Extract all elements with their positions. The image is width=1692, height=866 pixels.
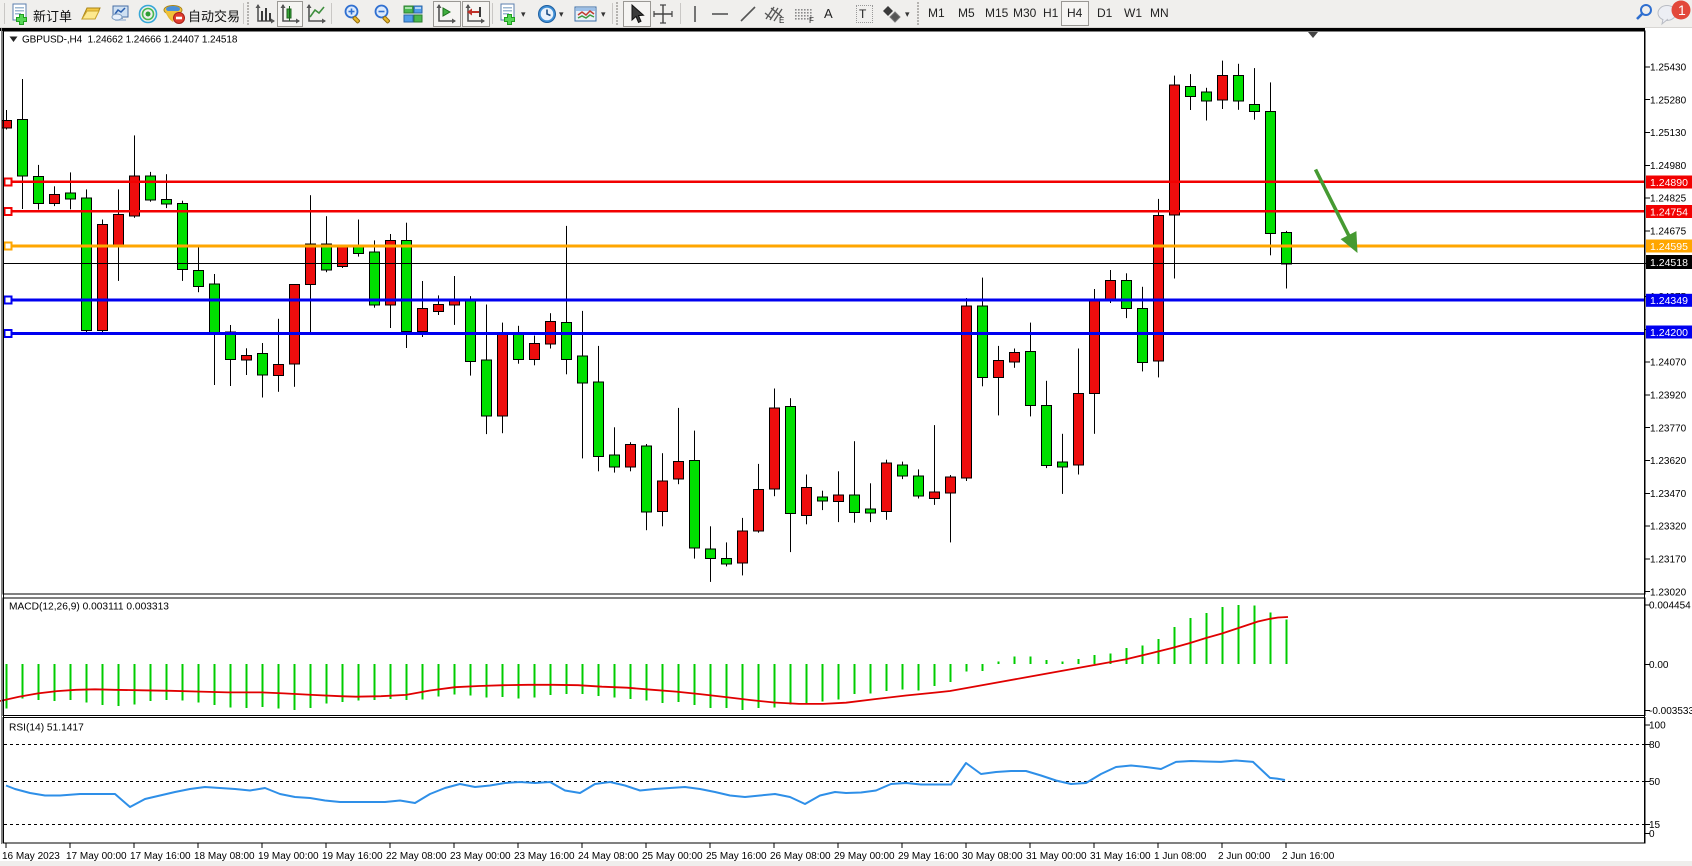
svg-text:1.24754: 1.24754 xyxy=(1650,206,1688,218)
svg-text:0.00: 0.00 xyxy=(1649,660,1669,671)
svg-text:1.25430: 1.25430 xyxy=(1650,63,1687,74)
svg-text:18 May 08:00: 18 May 08:00 xyxy=(194,851,255,862)
svg-text:RSI(14) 51.1417: RSI(14) 51.1417 xyxy=(9,723,84,734)
svg-text:17 May 00:00: 17 May 00:00 xyxy=(66,851,127,862)
svg-text:1.23770: 1.23770 xyxy=(1650,423,1687,434)
svg-text:GBPUSD-,H4 1.24662 1.24666 1.: GBPUSD-,H4 1.24662 1.24666 1.24407 1.245… xyxy=(22,35,238,46)
svg-text:25 May 16:00: 25 May 16:00 xyxy=(706,851,767,862)
svg-text:31 May 16:00: 31 May 16:00 xyxy=(1090,851,1151,862)
svg-text:16 May 2023: 16 May 2023 xyxy=(2,851,60,862)
svg-text:30 May 08:00: 30 May 08:00 xyxy=(962,851,1023,862)
svg-text:0.004454: 0.004454 xyxy=(1649,601,1691,612)
svg-text:25 May 00:00: 25 May 00:00 xyxy=(642,851,703,862)
svg-text:1.24890: 1.24890 xyxy=(1650,177,1688,189)
svg-text:MACD(12,26,9) 0.003111 0.00331: MACD(12,26,9) 0.003111 0.003313 xyxy=(9,602,169,613)
svg-text:-0.003533: -0.003533 xyxy=(1649,706,1692,717)
svg-text:80: 80 xyxy=(1649,740,1661,751)
svg-text:26 May 08:00: 26 May 08:00 xyxy=(770,851,831,862)
svg-text:23 May 16:00: 23 May 16:00 xyxy=(514,851,575,862)
svg-text:1.24825: 1.24825 xyxy=(1650,194,1687,205)
svg-text:1.23470: 1.23470 xyxy=(1650,489,1687,500)
svg-text:1.25130: 1.25130 xyxy=(1650,128,1687,139)
svg-text:1.24980: 1.24980 xyxy=(1650,161,1687,172)
svg-text:1.24675: 1.24675 xyxy=(1650,227,1687,238)
svg-text:19 May 16:00: 19 May 16:00 xyxy=(322,851,383,862)
svg-text:22 May 08:00: 22 May 08:00 xyxy=(386,851,447,862)
svg-text:1.24518: 1.24518 xyxy=(1650,257,1688,269)
svg-text:1.24595: 1.24595 xyxy=(1650,241,1688,253)
svg-text:1.24349: 1.24349 xyxy=(1650,295,1688,307)
svg-text:1.23320: 1.23320 xyxy=(1650,522,1687,533)
svg-text:29 May 00:00: 29 May 00:00 xyxy=(834,851,895,862)
svg-text:1.23020: 1.23020 xyxy=(1650,587,1687,598)
svg-text:1.23620: 1.23620 xyxy=(1650,456,1687,467)
svg-text:1: 1 xyxy=(1678,2,1686,18)
svg-text:29 May 16:00: 29 May 16:00 xyxy=(898,851,959,862)
svg-text:1.23920: 1.23920 xyxy=(1650,391,1687,402)
svg-text:1.25280: 1.25280 xyxy=(1650,95,1687,106)
svg-text:1.24200: 1.24200 xyxy=(1650,327,1688,339)
svg-text:15: 15 xyxy=(1649,820,1661,831)
svg-text:31 May 00:00: 31 May 00:00 xyxy=(1026,851,1087,862)
svg-text:1.23170: 1.23170 xyxy=(1650,555,1687,566)
svg-text:24 May 08:00: 24 May 08:00 xyxy=(578,851,639,862)
svg-text:2 Jun 00:00: 2 Jun 00:00 xyxy=(1218,851,1271,862)
svg-text:0: 0 xyxy=(1649,829,1655,840)
svg-text:19 May 00:00: 19 May 00:00 xyxy=(258,851,319,862)
svg-text:100: 100 xyxy=(1649,721,1666,732)
svg-text:17 May 16:00: 17 May 16:00 xyxy=(130,851,191,862)
svg-text:23 May 00:00: 23 May 00:00 xyxy=(450,851,511,862)
svg-text:E: E xyxy=(779,16,784,25)
svg-text:2 Jun 16:00: 2 Jun 16:00 xyxy=(1282,851,1335,862)
svg-text:1.24070: 1.24070 xyxy=(1650,358,1687,369)
svg-text:50: 50 xyxy=(1649,777,1661,788)
svg-text:1 Jun 08:00: 1 Jun 08:00 xyxy=(1154,851,1207,862)
svg-text:F: F xyxy=(809,16,814,25)
